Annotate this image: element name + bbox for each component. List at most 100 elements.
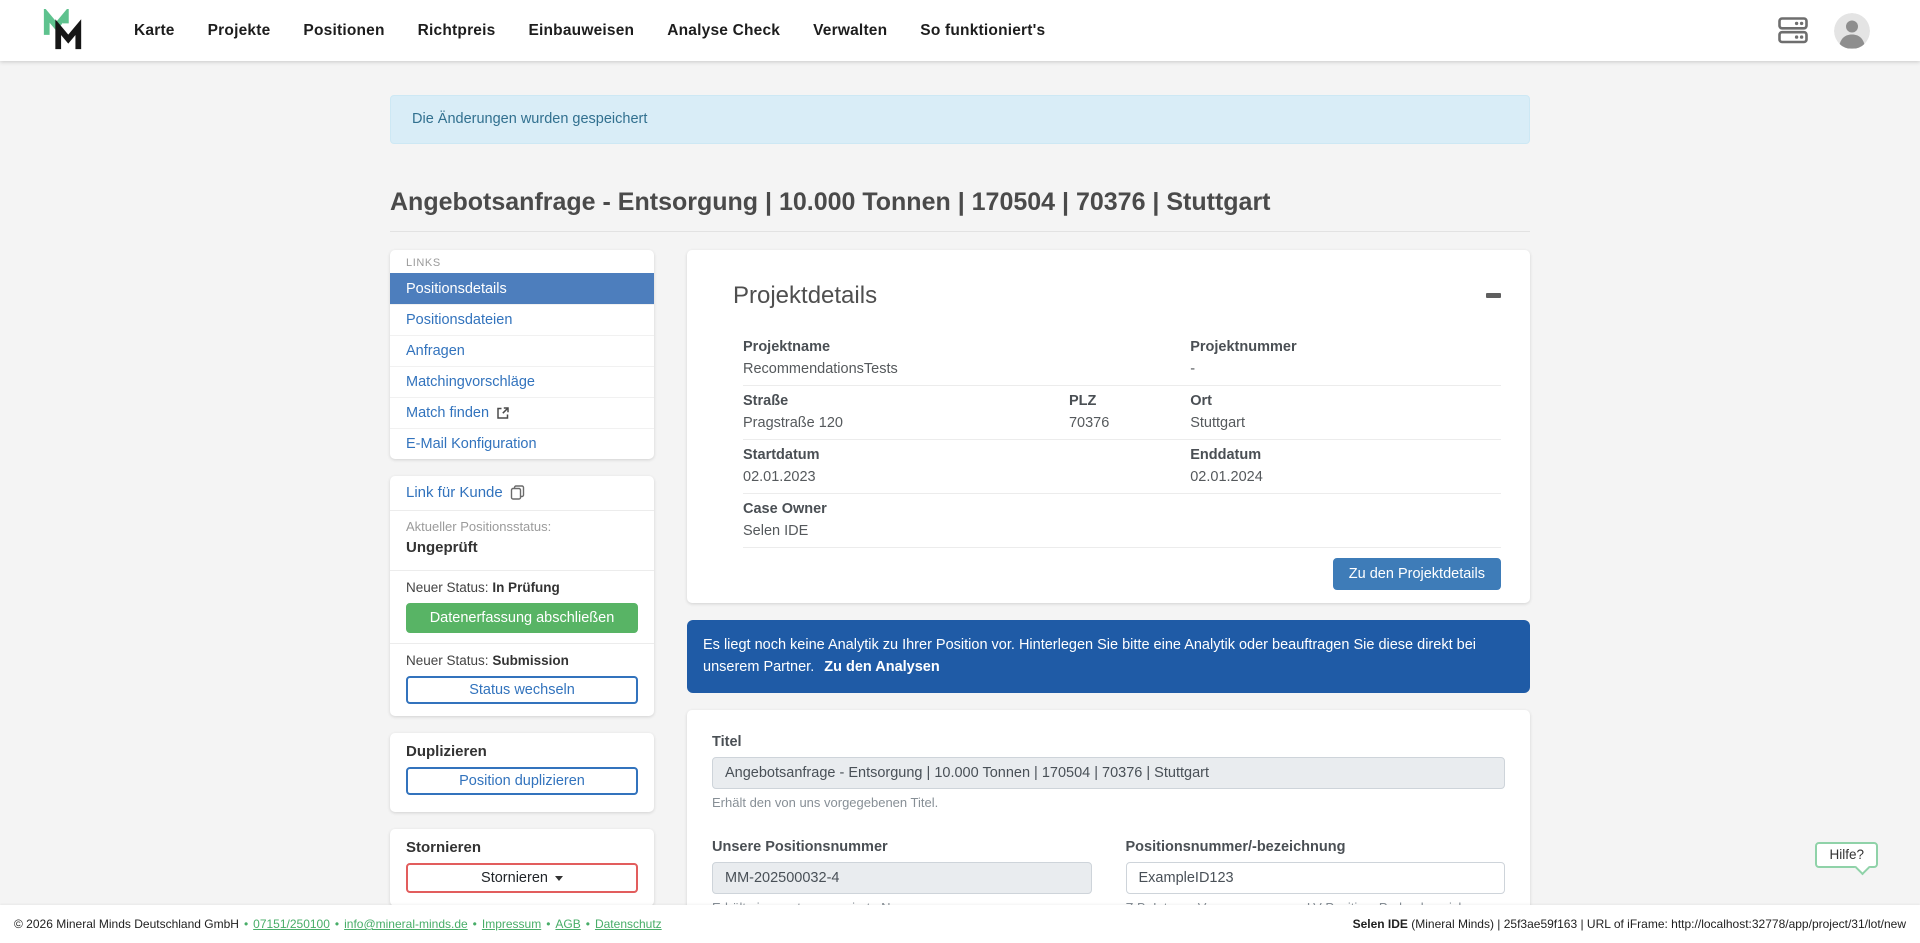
field-label: Projektnummer	[1190, 339, 1297, 355]
nav-item-karte[interactable]: Karte	[134, 21, 175, 39]
sidebar-item-anfragen[interactable]: Anfragen	[390, 335, 654, 366]
sidebar-item-label: Match finden	[406, 404, 490, 421]
duplicate-position-button[interactable]: Position duplizieren	[406, 767, 638, 795]
footer-separator: •	[585, 917, 590, 931]
sidebar-item-match-finden[interactable]: Match finden	[390, 397, 654, 428]
project-row-address: Straße Pragstraße 120 PLZ 70376 Ort Stut…	[743, 386, 1501, 440]
mineral-minds-logo[interactable]	[40, 8, 90, 54]
next-status-submission: Submission	[492, 653, 569, 668]
logo-icon	[43, 8, 82, 49]
position-form-card: Titel Erhält den von uns vorgegebenen Ti…	[687, 709, 1530, 905]
customer-link[interactable]: Link für Kunde	[406, 484, 525, 501]
sidebar-item-label: Positionsdateien	[406, 311, 513, 328]
help-button[interactable]: Hilfe?	[1815, 842, 1878, 868]
field-value: Selen IDE	[743, 522, 809, 539]
collapse-minus-icon[interactable]	[1486, 293, 1501, 298]
sidebar: LINKS Positionsdetails Positionsdateien …	[390, 250, 654, 905]
field-label: Projektname	[743, 339, 831, 355]
main-nav: Karte Projekte Positionen Richtpreis Ein…	[134, 22, 1778, 40]
project-details-card: Projektdetails Projektname Recommendatio…	[687, 250, 1530, 603]
cancel-button-label: Stornieren	[481, 870, 548, 886]
footer-separator: •	[546, 917, 551, 931]
field-value: 70376	[1068, 414, 1110, 431]
cancel-position-button[interactable]: Stornieren	[406, 863, 638, 893]
cancel-card-title: Stornieren	[406, 839, 482, 856]
alert-message: Die Änderungen wurden gespeichert	[412, 111, 648, 127]
sidebar-item-label: Positionsdetails	[406, 280, 507, 297]
project-row-name-number: Projektname RecommendationsTests Projekt…	[743, 332, 1501, 386]
field-label: Enddatum	[1190, 447, 1262, 463]
footer-email-link[interactable]: info@mineral-minds.de	[344, 917, 468, 931]
sidebar-item-label: E-Mail Konfiguration	[406, 435, 537, 452]
our-number-input	[712, 861, 1092, 894]
top-navbar: Karte Projekte Positionen Richtpreis Ein…	[0, 0, 1920, 61]
footer-phone-link[interactable]: 07151/250100	[253, 917, 330, 931]
nav-item-einbauweisen[interactable]: Einbauweisen	[528, 21, 635, 39]
new-status-prefix: Neuer Status:	[406, 653, 489, 668]
server-stack-icon[interactable]	[1778, 17, 1808, 44]
sidebar-item-matchingvorschlaege[interactable]: Matchingvorschläge	[390, 366, 654, 397]
analytics-banner: Es liegt noch keine Analytik zu Ihrer Po…	[687, 620, 1530, 693]
new-status-prefix: Neuer Status:	[406, 580, 489, 595]
footer-agb-link[interactable]: AGB	[555, 917, 581, 931]
nav-item-so-funktionierts[interactable]: So funktioniert's	[920, 21, 1046, 39]
nav-item-verwalten[interactable]: Verwalten	[813, 21, 888, 39]
chevron-down-icon	[554, 875, 563, 881]
footer: © 2026 Mineral Minds Deutschland GmbH • …	[0, 905, 1920, 943]
links-header: LINKS	[406, 257, 441, 269]
switch-status-button[interactable]: Status wechseln	[406, 676, 638, 704]
main-column: Projektdetails Projektname Recommendatio…	[687, 250, 1530, 905]
next-status-review: In Prüfung	[492, 580, 560, 595]
titel-input	[712, 756, 1505, 789]
complete-data-entry-button[interactable]: Datenerfassung abschließen	[406, 603, 638, 633]
custom-number-field-group: Positionsnummer/-bezeichnung Z.B. Intern…	[1125, 831, 1505, 905]
go-to-analyses-link[interactable]: Zu den Analysen	[824, 659, 940, 676]
person-icon	[1834, 12, 1870, 49]
field-value: 02.01.2024	[1190, 468, 1263, 485]
footer-session-info: Selen IDE (Mineral Minds) | 25f3ae59f163…	[1353, 917, 1906, 931]
nav-item-analyse-check[interactable]: Analyse Check	[667, 21, 781, 39]
sidebar-item-label: Matchingvorschläge	[406, 373, 535, 390]
project-row-dates: Startdatum 02.01.2023 Enddatum 02.01.202…	[743, 440, 1501, 494]
titel-label: Titel	[712, 733, 742, 750]
footer-separator: •	[472, 917, 477, 931]
copyright-text: © 2026 Mineral Minds Deutschland GmbH	[14, 917, 239, 931]
field-label: PLZ	[1068, 393, 1097, 409]
user-avatar[interactable]	[1834, 12, 1870, 49]
nav-item-projekte[interactable]: Projekte	[207, 21, 271, 39]
nav-item-positionen[interactable]: Positionen	[303, 21, 385, 39]
field-label: Case Owner	[743, 501, 827, 517]
sidebar-item-label: Anfragen	[406, 342, 465, 359]
sidebar-item-email-konfiguration[interactable]: E-Mail Konfiguration	[390, 428, 654, 459]
next-status-review-line: Neuer Status: In Prüfung	[406, 579, 638, 597]
project-details-title: Projektdetails	[733, 282, 878, 309]
project-row-owner: Case Owner Selen IDE	[743, 494, 1501, 548]
navbar-right	[1778, 12, 1870, 49]
footer-separator: •	[334, 917, 340, 931]
footer-impressum-link[interactable]: Impressum	[481, 917, 542, 931]
status-card: Link für Kunde Aktueller Positionsstatus…	[390, 476, 654, 716]
footer-left: © 2026 Mineral Minds Deutschland GmbH • …	[14, 917, 662, 931]
custom-number-input[interactable]	[1125, 861, 1505, 894]
footer-separator: •	[243, 917, 249, 931]
sidebar-item-positionsdateien[interactable]: Positionsdateien	[390, 304, 654, 335]
nav-item-richtpreis[interactable]: Richtpreis	[417, 21, 496, 39]
field-label: Ort	[1190, 393, 1212, 409]
sidebar-item-positionsdetails[interactable]: Positionsdetails	[390, 273, 654, 304]
titel-helper: Erhält den von uns vorgegebenen Titel.	[712, 794, 939, 810]
analytics-banner-text: Es liegt noch keine Analytik zu Ihrer Po…	[703, 637, 1476, 676]
main-content-area: Die Änderungen wurden gespeichert Angebo…	[0, 61, 1920, 905]
footer-user-name: Selen IDE	[1352, 917, 1408, 931]
cancel-card: Stornieren Stornieren	[390, 829, 654, 905]
go-to-project-details-button[interactable]: Zu den Projektdetails	[1332, 558, 1501, 590]
field-value: 02.01.2023	[743, 468, 816, 485]
current-status-value: Ungeprüft	[406, 539, 478, 556]
field-value: -	[1190, 360, 1196, 377]
field-value: Stuttgart	[1190, 414, 1246, 431]
footer-datenschutz-link[interactable]: Datenschutz	[594, 917, 662, 931]
field-label: Straße	[743, 393, 789, 409]
duplicate-card-title: Duplizieren	[406, 743, 487, 760]
our-number-helper: Erhält eine systemgenerierte Nummer von …	[712, 900, 1092, 905]
our-number-label: Unsere Positionsnummer	[712, 838, 888, 855]
page-title: Angebotsanfrage - Entsorgung | 10.000 To…	[390, 188, 1530, 232]
